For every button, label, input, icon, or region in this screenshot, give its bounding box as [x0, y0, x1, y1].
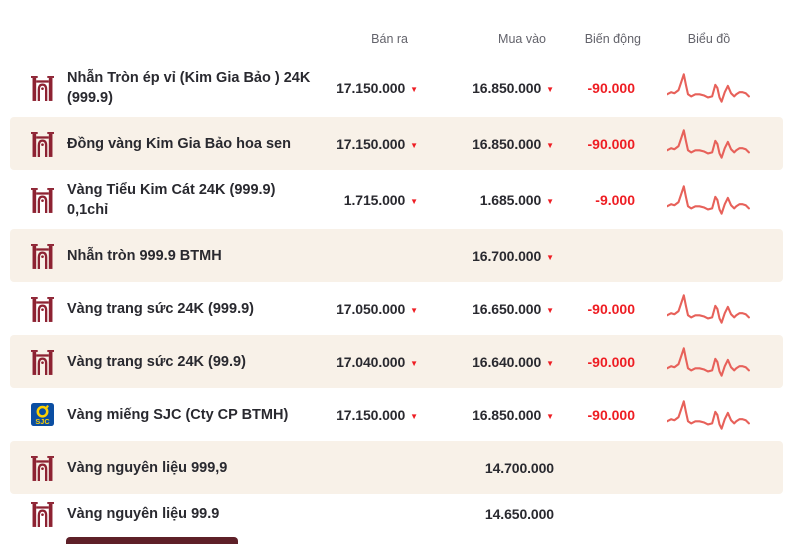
- price-row[interactable]: SJC Vàng miếng SJC (Cty CP BTMH) 17.150.…: [10, 388, 783, 441]
- sparkline-chart: [649, 498, 769, 530]
- buy-price: 16.850.000 ▼: [472, 406, 554, 423]
- down-triangle-icon: ▼: [410, 358, 418, 368]
- product-name: Vàng nguyên liệu 999,9: [67, 459, 228, 476]
- price-row[interactable]: SJC Vàng trang sức 24K (99.9) 17.040.000…: [10, 335, 783, 388]
- table-header: Bán ra Mua vào Biến động Biểu đồ: [10, 0, 783, 58]
- price-row[interactable]: SJC Vàng Tiểu Kim Cát 24K (999.9)0,1chỉ …: [10, 170, 783, 229]
- change-value: -90.000: [587, 406, 635, 423]
- change-value: -90.000: [587, 135, 635, 152]
- product-name: Nhẫn tròn 999.9 BTMH: [67, 247, 222, 264]
- price-row[interactable]: SJC Nhẫn tròn 999.9 BTMH ▼ 16.700.000▼: [10, 229, 783, 282]
- buy-price: 16.850.000 ▼: [472, 135, 554, 152]
- column-header-buy: Mua vào: [498, 32, 546, 46]
- product-name: Vàng trang sức 24K (99.9): [67, 353, 246, 370]
- buy-price: 16.640.000 ▼: [472, 353, 554, 370]
- sell-price: 17.040.000 ▼: [336, 353, 418, 370]
- product-name: Vàng Tiểu Kim Cát 24K (999.9) 0,1chỉ: [67, 181, 276, 218]
- down-triangle-icon: ▼: [546, 358, 554, 368]
- product-name: Vàng nguyên liệu 99.9: [67, 506, 220, 522]
- btmh-logo-icon: [30, 243, 54, 269]
- down-triangle-icon: ▼: [546, 305, 554, 315]
- sparkline-chart: [649, 399, 769, 431]
- down-triangle-icon: ▼: [546, 252, 554, 262]
- price-row[interactable]: SJC Nhẫn Tròn ép vỉ (Kim Gia Bảo ) 24K(9…: [10, 58, 783, 117]
- sell-price: 17.150.000 ▼: [336, 135, 418, 152]
- btmh-logo-icon: [30, 131, 54, 157]
- product-name: Nhẫn Tròn ép vỉ (Kim Gia Bảo ) 24K (999.9…: [67, 69, 311, 106]
- btmh-logo-icon: [30, 75, 54, 101]
- buy-price: 16.700.000 ▼: [472, 247, 554, 264]
- partial-next-element: [66, 537, 238, 544]
- buy-price: 1.685.000 ▼: [479, 191, 554, 208]
- change-value: -90.000: [587, 353, 635, 370]
- down-triangle-icon: ▼: [546, 84, 554, 94]
- price-table-body: SJC Nhẫn Tròn ép vỉ (Kim Gia Bảo ) 24K(9…: [0, 58, 789, 534]
- sparkline-chart: [649, 72, 769, 104]
- sparkline-chart: [649, 240, 769, 272]
- change-value: -90.000: [587, 300, 635, 317]
- product-name: Vàng miếng SJC (Cty CP BTMH): [67, 406, 289, 423]
- btmh-logo-icon: [30, 502, 54, 527]
- down-triangle-icon: ▼: [410, 411, 418, 421]
- sell-price: 17.150.000 ▼: [336, 406, 418, 423]
- column-header-sell: Bán ra: [371, 32, 408, 46]
- buy-price: 16.650.000 ▼: [472, 300, 554, 317]
- down-triangle-icon: ▼: [410, 84, 418, 94]
- price-row[interactable]: SJC Vàng trang sức 24K (999.9) 17.050.00…: [10, 282, 783, 335]
- column-header-chart: Biểu đồ: [687, 32, 731, 46]
- btmh-logo-icon: [30, 296, 54, 322]
- product-name: Đồng vàng Kim Gia Bảo hoa sen: [67, 135, 291, 152]
- sjc-logo-icon: SJC: [30, 403, 54, 426]
- sparkline-chart: [649, 128, 769, 160]
- sparkline-chart: [649, 293, 769, 325]
- change-value: -90.000: [587, 79, 635, 96]
- sell-price: 17.050.000 ▼: [336, 300, 418, 317]
- price-row[interactable]: SJC Vàng nguyên liệu 99.9 ▼ 14.650.000▼: [10, 494, 783, 534]
- svg-text:SJC: SJC: [35, 417, 50, 426]
- sell-price: 1.715.000 ▼: [343, 191, 418, 208]
- buy-price: 16.850.000 ▼: [472, 79, 554, 96]
- change-value: -9.000: [595, 191, 635, 208]
- down-triangle-icon: ▼: [546, 196, 554, 206]
- down-triangle-icon: ▼: [410, 305, 418, 315]
- price-row[interactable]: SJC Đồng vàng Kim Gia Bảo hoa sen 17.150…: [10, 117, 783, 170]
- sparkline-chart: [649, 346, 769, 378]
- column-header-change: Biến động: [584, 32, 641, 46]
- btmh-logo-icon: [30, 455, 54, 481]
- sparkline-chart: [649, 452, 769, 484]
- buy-price: 14.700.000▼: [484, 459, 554, 476]
- sell-price: 17.150.000 ▼: [336, 79, 418, 96]
- down-triangle-icon: ▼: [546, 140, 554, 150]
- buy-price: 14.650.000▼: [484, 506, 554, 522]
- down-triangle-icon: ▼: [410, 196, 418, 206]
- down-triangle-icon: ▼: [410, 140, 418, 150]
- btmh-logo-icon: [30, 187, 54, 213]
- product-name: Vàng trang sức 24K (999.9): [67, 300, 254, 317]
- btmh-logo-icon: [30, 349, 54, 375]
- price-row[interactable]: SJC Vàng nguyên liệu 999,9 ▼ 14.700.000▼: [10, 441, 783, 494]
- down-triangle-icon: ▼: [546, 411, 554, 421]
- sparkline-chart: [649, 184, 769, 216]
